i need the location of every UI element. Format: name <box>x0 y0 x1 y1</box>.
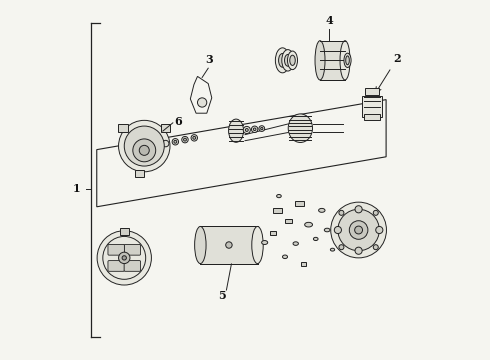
Bar <box>362 96 382 117</box>
Text: 5: 5 <box>218 289 226 301</box>
Ellipse shape <box>324 228 330 232</box>
Bar <box>270 231 276 235</box>
Circle shape <box>139 145 149 156</box>
Text: 4: 4 <box>325 15 333 26</box>
Bar <box>295 201 304 206</box>
Circle shape <box>191 135 197 141</box>
Text: 3: 3 <box>205 54 213 64</box>
Circle shape <box>245 129 248 131</box>
Circle shape <box>124 126 164 166</box>
Ellipse shape <box>282 50 294 71</box>
Ellipse shape <box>305 222 313 227</box>
Ellipse shape <box>340 41 350 80</box>
Ellipse shape <box>288 51 297 69</box>
Circle shape <box>193 136 196 139</box>
Circle shape <box>197 98 207 107</box>
Circle shape <box>339 210 344 215</box>
Bar <box>135 170 144 177</box>
Circle shape <box>334 226 342 234</box>
Circle shape <box>355 226 363 234</box>
Ellipse shape <box>283 255 288 258</box>
Circle shape <box>331 202 387 258</box>
FancyBboxPatch shape <box>108 244 124 255</box>
Bar <box>200 226 258 264</box>
Circle shape <box>349 221 368 239</box>
Circle shape <box>133 139 156 162</box>
Ellipse shape <box>279 53 287 67</box>
Bar <box>161 124 170 132</box>
Bar <box>272 207 282 213</box>
Circle shape <box>243 126 250 134</box>
Circle shape <box>338 209 379 251</box>
FancyBboxPatch shape <box>124 261 141 271</box>
Circle shape <box>97 231 151 285</box>
Circle shape <box>184 138 186 141</box>
Circle shape <box>373 210 378 215</box>
Ellipse shape <box>314 237 318 240</box>
FancyBboxPatch shape <box>124 244 141 255</box>
Ellipse shape <box>277 194 281 198</box>
Circle shape <box>376 226 383 234</box>
Bar <box>364 114 380 120</box>
Circle shape <box>174 140 177 143</box>
Circle shape <box>373 245 378 250</box>
Ellipse shape <box>195 226 206 264</box>
Bar <box>301 262 306 266</box>
Ellipse shape <box>288 114 313 143</box>
Circle shape <box>172 139 178 145</box>
Ellipse shape <box>344 53 351 67</box>
Bar <box>366 88 379 95</box>
Circle shape <box>251 126 258 132</box>
Ellipse shape <box>293 242 298 246</box>
Circle shape <box>253 128 256 131</box>
Circle shape <box>355 206 362 213</box>
Text: 6: 6 <box>174 116 182 127</box>
Circle shape <box>259 126 265 131</box>
Bar <box>118 124 127 132</box>
Circle shape <box>226 242 232 248</box>
Circle shape <box>119 252 130 264</box>
Circle shape <box>339 245 344 250</box>
Text: 1: 1 <box>73 184 81 194</box>
Ellipse shape <box>346 56 349 65</box>
Ellipse shape <box>318 208 325 212</box>
Circle shape <box>122 256 126 260</box>
Text: 2: 2 <box>393 53 401 64</box>
Circle shape <box>163 140 169 147</box>
Ellipse shape <box>228 119 244 142</box>
FancyBboxPatch shape <box>108 261 124 271</box>
Bar <box>120 228 128 235</box>
Ellipse shape <box>252 226 263 264</box>
Ellipse shape <box>275 48 290 73</box>
Ellipse shape <box>315 41 325 80</box>
Ellipse shape <box>330 248 335 251</box>
Ellipse shape <box>262 240 268 244</box>
Ellipse shape <box>290 55 295 66</box>
Circle shape <box>355 247 362 254</box>
Ellipse shape <box>285 54 291 66</box>
Circle shape <box>119 120 170 172</box>
Bar <box>320 41 345 80</box>
Bar <box>285 219 292 224</box>
Circle shape <box>182 136 188 143</box>
Circle shape <box>261 127 263 130</box>
